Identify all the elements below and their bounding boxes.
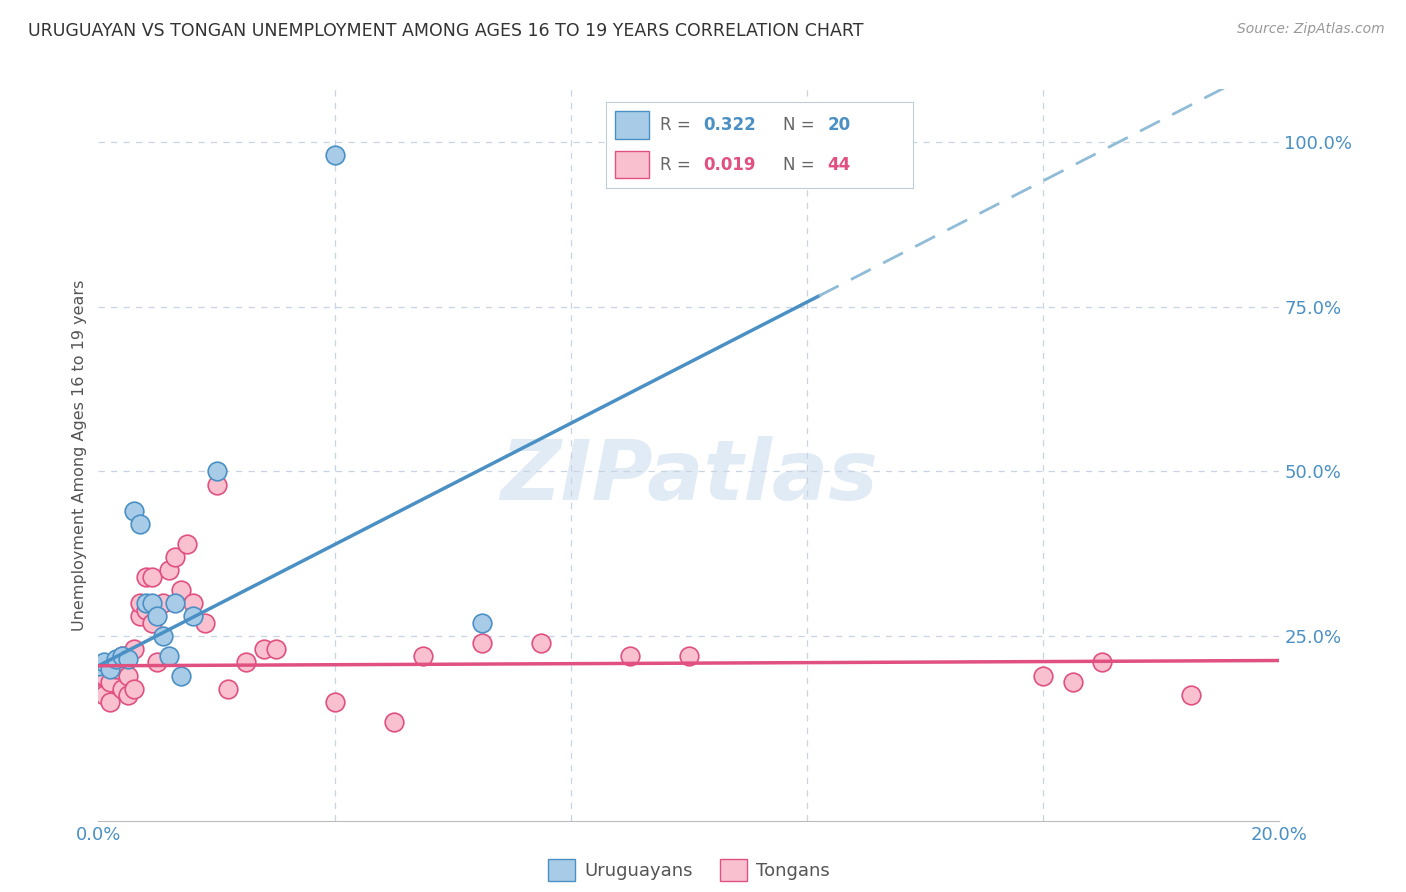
Point xyxy=(205,477,228,491)
Point xyxy=(181,596,204,610)
Point xyxy=(111,681,134,696)
Text: ZIPatlas: ZIPatlas xyxy=(501,436,877,517)
Point xyxy=(152,596,174,610)
Point xyxy=(105,656,128,670)
Point xyxy=(98,662,121,676)
Point xyxy=(235,656,257,670)
Point xyxy=(1091,656,1114,670)
Point xyxy=(264,642,287,657)
Point xyxy=(111,648,134,663)
Point xyxy=(87,668,110,682)
Point xyxy=(105,662,128,676)
Point xyxy=(1032,668,1054,682)
Point xyxy=(122,504,145,518)
Point xyxy=(111,648,134,663)
Point xyxy=(93,668,115,682)
Point xyxy=(157,648,180,663)
Point xyxy=(98,675,121,690)
Y-axis label: Unemployment Among Ages 16 to 19 years: Unemployment Among Ages 16 to 19 years xyxy=(72,279,87,631)
Point xyxy=(165,550,187,565)
Point xyxy=(117,689,139,703)
Point xyxy=(165,596,187,610)
Point xyxy=(152,629,174,643)
Point xyxy=(530,636,553,650)
Point xyxy=(117,652,139,666)
Point xyxy=(170,668,193,682)
Point xyxy=(117,668,139,682)
Point xyxy=(93,656,115,670)
Point xyxy=(181,609,204,624)
Point xyxy=(146,656,169,670)
Text: URUGUAYAN VS TONGAN UNEMPLOYMENT AMONG AGES 16 TO 19 YEARS CORRELATION CHART: URUGUAYAN VS TONGAN UNEMPLOYMENT AMONG A… xyxy=(28,22,863,40)
Point xyxy=(157,563,180,577)
Point xyxy=(205,464,228,478)
Point xyxy=(619,648,641,663)
Point xyxy=(1180,689,1202,703)
Point xyxy=(128,517,150,532)
Point xyxy=(412,648,434,663)
Point xyxy=(323,148,346,162)
Point xyxy=(678,648,700,663)
Point xyxy=(141,615,163,630)
Point xyxy=(98,695,121,709)
Point xyxy=(135,570,157,584)
Point xyxy=(1062,675,1084,690)
Point xyxy=(382,714,405,729)
Point xyxy=(93,689,115,703)
Point xyxy=(128,596,150,610)
Point xyxy=(128,609,150,624)
Point xyxy=(170,582,193,597)
Point xyxy=(141,570,163,584)
Point xyxy=(122,642,145,657)
Point xyxy=(217,681,239,696)
Point xyxy=(807,148,830,162)
Point xyxy=(146,609,169,624)
Point xyxy=(471,636,494,650)
Point xyxy=(87,681,110,696)
Legend: Uruguayans, Tongans: Uruguayans, Tongans xyxy=(541,852,837,888)
Point xyxy=(105,652,128,666)
Point xyxy=(122,681,145,696)
Point xyxy=(253,642,276,657)
Point xyxy=(323,695,346,709)
Point xyxy=(176,537,198,551)
Point xyxy=(194,615,217,630)
Point xyxy=(135,596,157,610)
Text: Source: ZipAtlas.com: Source: ZipAtlas.com xyxy=(1237,22,1385,37)
Point xyxy=(141,596,163,610)
Point xyxy=(87,658,110,673)
Point xyxy=(135,603,157,617)
Point xyxy=(471,615,494,630)
